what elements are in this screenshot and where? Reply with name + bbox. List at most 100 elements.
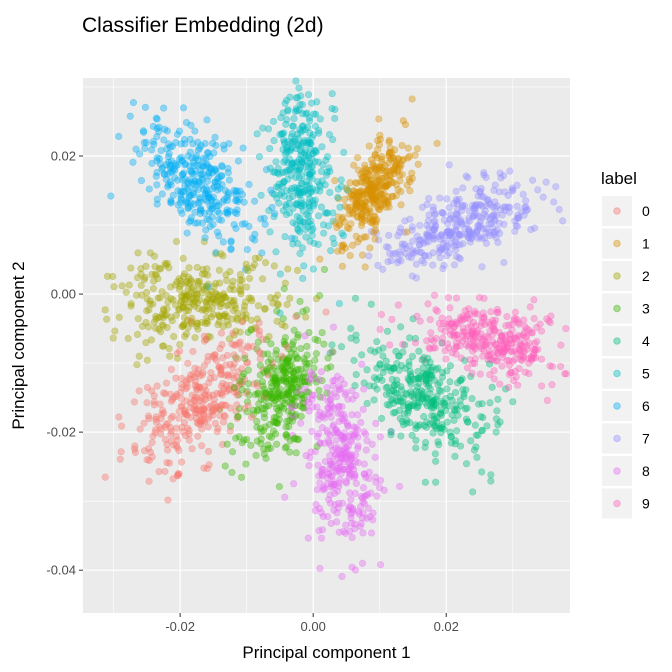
legend-label: 4	[642, 333, 650, 349]
data-point-label-2	[230, 286, 238, 294]
data-point-label-0	[169, 475, 177, 483]
data-point-label-4	[420, 388, 428, 396]
data-point-label-6	[148, 159, 156, 167]
data-point-label-5	[298, 123, 306, 131]
data-point-label-7	[489, 203, 497, 211]
data-point-label-5	[293, 213, 301, 221]
data-point-label-4	[451, 452, 459, 460]
data-point-label-0	[196, 396, 205, 405]
data-point-label-1	[375, 115, 383, 123]
data-point-label-0	[183, 383, 191, 391]
data-point-label-3	[318, 328, 326, 337]
data-point-label-2	[193, 263, 201, 272]
data-point-label-1	[376, 163, 384, 171]
data-point-label-5	[340, 148, 348, 157]
data-point-label-5	[309, 225, 317, 233]
data-point-label-0	[225, 386, 233, 394]
data-point-label-8	[319, 512, 327, 521]
data-point-label-7	[459, 240, 467, 248]
data-point-label-4	[382, 384, 390, 392]
data-point-label-1	[383, 197, 391, 206]
data-point-label-7	[409, 237, 417, 245]
data-point-label-3	[303, 360, 311, 368]
data-point-label-5	[307, 221, 316, 229]
data-point-label-2	[150, 252, 159, 260]
data-point-label-4	[432, 478, 440, 486]
data-point-label-5	[308, 231, 316, 240]
data-point-label-3	[262, 402, 270, 410]
data-point-label-3	[253, 406, 262, 414]
data-point-label-6	[262, 166, 271, 174]
data-point-label-0	[186, 403, 194, 412]
data-point-label-3	[284, 356, 292, 364]
data-point-label-2	[155, 264, 164, 272]
data-point-label-9	[488, 331, 497, 339]
data-point-label-9	[557, 362, 565, 371]
data-point-label-4	[473, 453, 481, 461]
data-point-label-8	[395, 482, 404, 491]
data-point-label-4	[438, 423, 446, 432]
data-point-label-0	[207, 401, 215, 410]
data-point-label-0	[165, 459, 174, 467]
data-point-label-5	[281, 168, 289, 176]
data-point-label-7	[374, 261, 382, 270]
data-point-label-2	[179, 292, 187, 300]
data-point-label-2	[149, 300, 157, 308]
data-point-label-9	[490, 319, 498, 327]
data-point-label-0	[256, 355, 264, 363]
data-point-label-5	[298, 139, 306, 147]
data-point-label-9	[533, 323, 541, 332]
data-point-label-5	[264, 125, 273, 133]
data-point-label-9	[493, 357, 501, 365]
data-point-label-8	[329, 458, 337, 466]
data-point-label-7	[517, 208, 526, 216]
data-point-label-7	[447, 229, 455, 237]
data-point-label-4	[402, 419, 410, 427]
data-point-label-1	[385, 172, 394, 180]
data-point-label-0	[199, 398, 207, 406]
data-point-label-5	[308, 134, 316, 142]
data-point-label-9	[502, 346, 510, 354]
data-point-label-2	[180, 299, 188, 308]
data-point-label-3	[274, 355, 282, 364]
data-point-label-9	[508, 340, 517, 348]
data-point-label-7	[385, 231, 393, 240]
data-point-label-7	[508, 184, 516, 192]
data-point-label-4	[427, 371, 435, 379]
data-point-label-6	[136, 150, 144, 158]
data-point-label-3	[223, 440, 231, 448]
data-point-label-9	[528, 354, 536, 363]
data-point-label-1	[371, 187, 379, 195]
data-point-label-1	[351, 206, 359, 214]
data-point-label-1	[399, 155, 408, 163]
data-point-label-1	[365, 182, 373, 190]
data-point-label-5	[304, 162, 313, 170]
data-point-label-6	[221, 186, 229, 195]
data-point-label-9	[452, 350, 460, 358]
data-point-label-5	[326, 167, 334, 175]
data-point-label-0	[188, 445, 196, 453]
data-point-label-9	[500, 344, 508, 352]
data-point-label-7	[464, 233, 472, 241]
data-point-label-6	[218, 163, 226, 171]
data-point-label-1	[351, 205, 360, 213]
data-point-label-1	[405, 175, 413, 183]
data-point-label-1	[371, 226, 380, 234]
data-point-label-8	[342, 465, 350, 473]
data-point-label-2	[230, 331, 238, 339]
data-point-label-5	[266, 145, 274, 153]
data-point-label-6	[196, 205, 205, 214]
data-point-label-8	[359, 509, 367, 517]
data-point-label-8	[315, 376, 323, 384]
data-point-label-2	[109, 334, 117, 342]
data-point-label-1	[399, 117, 407, 125]
data-point-label-0	[243, 359, 251, 367]
data-point-label-2	[203, 265, 211, 273]
data-point-label-1	[394, 154, 402, 162]
data-point-label-6	[197, 207, 205, 215]
data-point-label-3	[284, 391, 292, 399]
data-point-label-1	[352, 232, 360, 240]
data-point-label-7	[443, 252, 451, 260]
data-point-label-4	[397, 323, 405, 331]
data-point-label-4	[444, 402, 453, 410]
